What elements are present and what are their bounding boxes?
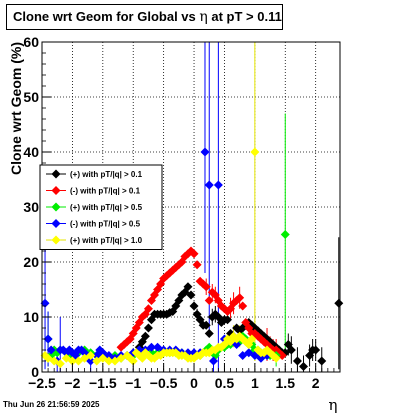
legend-marker [51, 202, 61, 212]
legend-marker [51, 235, 61, 245]
data-point-series-4 [128, 356, 138, 366]
data-point-series-4 [271, 353, 281, 363]
data-point-series-0 [186, 290, 196, 300]
data-point-series-3 [46, 345, 56, 355]
legend-label: (-) with pT/|q| > 0.5 [70, 220, 141, 229]
data-point-series-2 [280, 230, 290, 239]
data-point-series-1 [192, 260, 202, 270]
data-point-series-0 [201, 320, 211, 330]
data-point-series-3 [204, 180, 214, 190]
x-tick-label: 1 [251, 375, 259, 391]
y-tick-label: 60 [23, 34, 39, 50]
y-tick-label: 40 [23, 144, 39, 160]
data-point-series-0 [334, 298, 344, 308]
y-tick-label: 0 [31, 364, 39, 380]
y-tick-label: 10 [23, 309, 39, 325]
data-point-series-4 [247, 334, 257, 344]
data-point-series-1 [201, 282, 211, 292]
data-point-series-1 [204, 296, 214, 305]
x-tick-label: 2 [312, 375, 320, 391]
data-point-series-0 [189, 301, 199, 311]
data-point-series-4 [250, 147, 260, 157]
data-point-series-3 [209, 356, 219, 366]
y-axis-label: Clone wrt Geom (%) [8, 42, 24, 175]
legend-label: (-) with pT/|q| > 0.1 [70, 187, 141, 196]
x-tick-label: −0.5 [150, 375, 178, 391]
data-point-series-3 [213, 180, 223, 190]
data-point-series-3 [146, 342, 156, 352]
x-tick-label: 1.5 [276, 375, 296, 391]
legend-marker [51, 169, 61, 179]
y-tick-label: 20 [23, 254, 39, 270]
data-point-series-0 [143, 323, 153, 333]
data-point-series-3 [40, 298, 50, 308]
data-point-series-4 [104, 356, 114, 366]
legend-label: (+) with pT/|q| > 1.0 [70, 236, 143, 245]
data-point-series-1 [143, 304, 153, 314]
title-eta-symbol: η [199, 9, 208, 25]
data-point-series-1 [235, 293, 245, 303]
data-point-series-3 [43, 334, 53, 344]
data-point-series-1 [238, 301, 248, 311]
title-prefix: Clone wrt Geom for Global vs [13, 9, 196, 24]
timestamp: Thu Jun 26 21:56:59 2025 [3, 400, 100, 409]
x-tick-label: −1.5 [89, 375, 117, 391]
data-point-series-0 [140, 331, 150, 341]
data-point-series-0 [299, 362, 309, 371]
data-point-series-3 [200, 147, 210, 157]
x-tick-label: −1 [125, 375, 141, 391]
x-tick-label: 0.5 [215, 375, 235, 391]
y-tick-label: 30 [23, 199, 39, 215]
legend: (+) with pT/|q| > 0.1 (-) with pT/|q| > 0… [39, 164, 163, 250]
data-point-series-4 [86, 351, 96, 360]
data-point-series-4 [67, 356, 77, 366]
chart-title: Clone wrt Geom for Global vs η at pT > 0… [6, 4, 283, 30]
legend-label: (+) with pT/|q| > 0.5 [70, 203, 143, 212]
data-point-series-0 [183, 282, 193, 292]
data-point-series-1 [189, 249, 199, 259]
data-point-series-0 [204, 329, 214, 338]
title-suffix: at pT > 0.11 [211, 9, 282, 24]
data-point-series-0 [222, 315, 232, 325]
data-point-series-0 [311, 345, 321, 355]
x-tick-label: 0 [190, 375, 198, 391]
x-tick-label: −2 [64, 375, 80, 391]
data-point-series-0 [292, 356, 302, 366]
data-point-series-4 [55, 359, 65, 369]
x-axis-label: η [329, 396, 338, 414]
legend-marker [51, 219, 61, 228]
y-tick-label: 50 [23, 89, 39, 105]
data-point-series-0 [317, 356, 327, 366]
x-tick-label: −2.5 [28, 375, 56, 391]
legend-marker [51, 186, 61, 195]
markers [40, 147, 344, 371]
legend-label: (+) with pT/|q| > 0.1 [70, 170, 143, 179]
data-point-series-0 [286, 345, 296, 355]
